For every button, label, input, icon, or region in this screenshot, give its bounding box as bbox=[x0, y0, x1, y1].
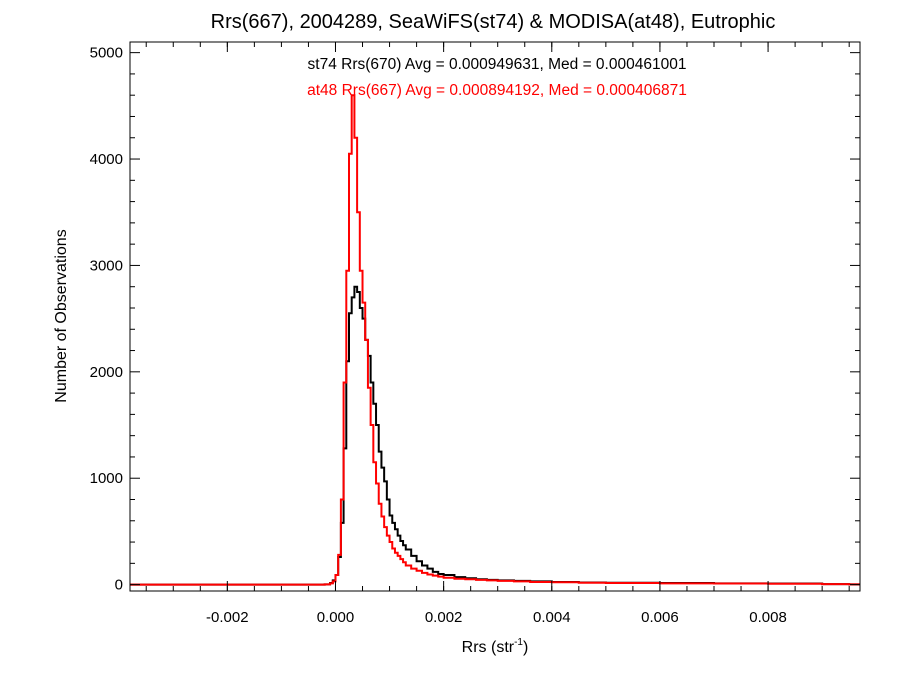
y-tick-label: 1000 bbox=[90, 470, 123, 487]
series-st74-histogram bbox=[130, 285, 860, 586]
x-axis-label-text: Rrs (str bbox=[462, 639, 515, 656]
plot-frame bbox=[129, 41, 861, 592]
y-tick-label: 4000 bbox=[90, 151, 123, 168]
x-tick-label: -0.002 bbox=[206, 609, 249, 626]
x-tick-label: 0.008 bbox=[749, 609, 787, 626]
series-at48-histogram bbox=[130, 94, 860, 586]
annotation-st74: st74 Rrs(670) Avg = 0.000949631, Med = 0… bbox=[308, 56, 687, 73]
y-tick-label: 3000 bbox=[90, 257, 123, 274]
y-axis-label: Number of Observations bbox=[53, 229, 70, 402]
x-axis-label-close: ) bbox=[523, 639, 528, 656]
ticks-layer: -0.002 0.000 0.002 0.004 0.006 0.008 0 1000 2000… bbox=[90, 42, 860, 626]
y-tick-label: 2000 bbox=[90, 364, 123, 381]
x-tick-label: 0.000 bbox=[317, 609, 355, 626]
chart-title: Rrs(667), 2004289, SeaWiFS(st74) & MODIS… bbox=[211, 11, 776, 33]
x-axis-label: Rrs (str-1) bbox=[462, 637, 529, 656]
y-tick-label: 0 bbox=[115, 577, 123, 594]
x-axis-label-superscript: -1 bbox=[514, 637, 523, 648]
y-tick-label: 5000 bbox=[90, 45, 123, 62]
x-tick-label: 0.006 bbox=[641, 609, 679, 626]
annotation-at48: at48 Rrs(667) Avg = 0.000894192, Med = 0… bbox=[307, 82, 687, 99]
series-layer bbox=[130, 94, 860, 586]
x-tick-label: 0.002 bbox=[425, 609, 463, 626]
x-tick-label: 0.004 bbox=[533, 609, 571, 626]
